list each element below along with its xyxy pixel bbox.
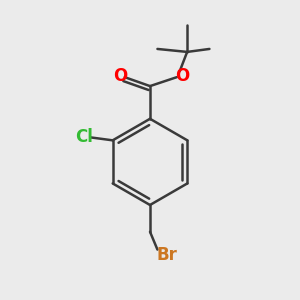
Text: O: O [175,67,189,85]
Text: Br: Br [157,246,178,264]
Text: Cl: Cl [75,128,93,146]
Text: O: O [113,67,127,85]
